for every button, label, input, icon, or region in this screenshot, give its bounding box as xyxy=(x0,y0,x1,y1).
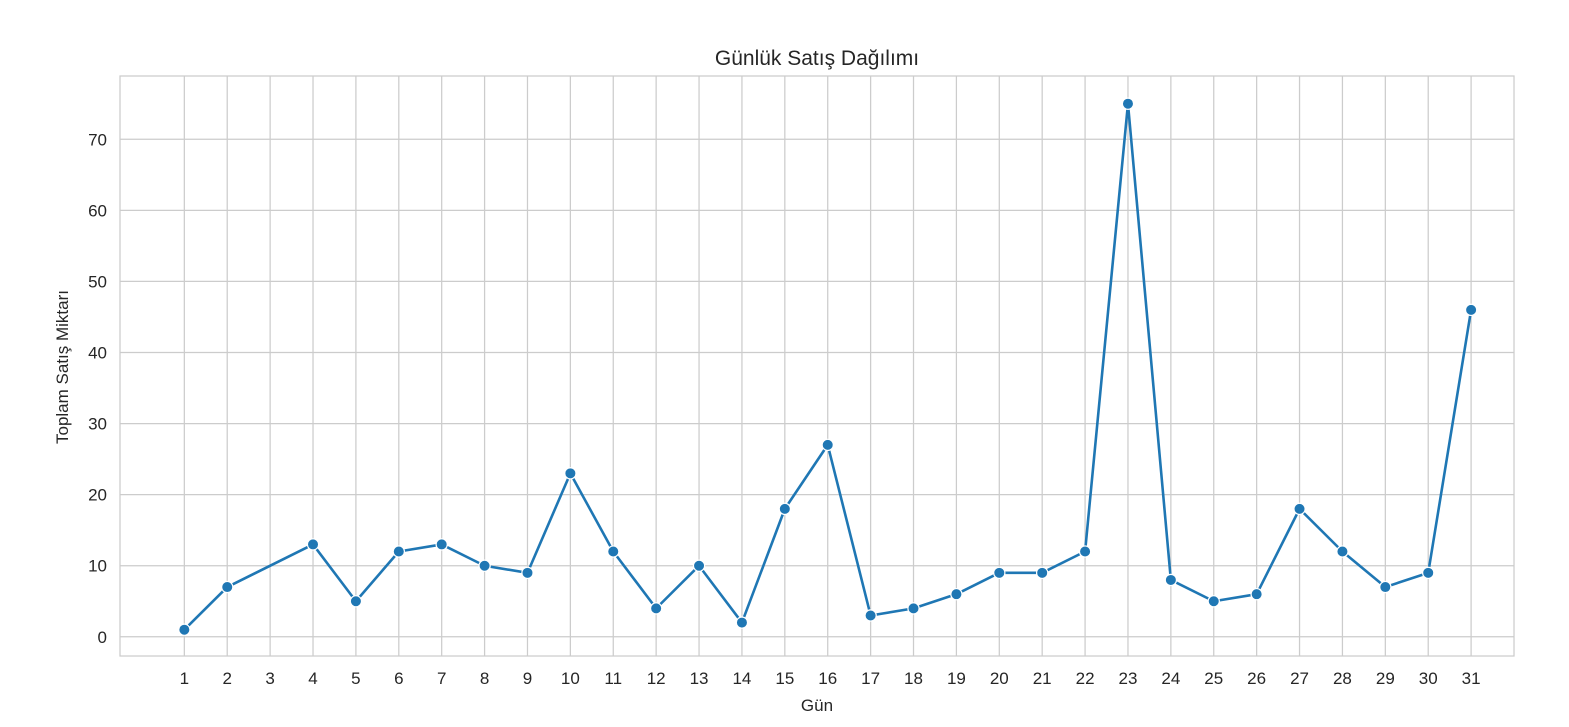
data-point xyxy=(1250,587,1263,601)
x-tick-label: 27 xyxy=(1290,669,1309,688)
x-tick-label: 13 xyxy=(690,669,709,688)
data-point xyxy=(1035,566,1049,580)
x-tick-label: 25 xyxy=(1204,669,1223,688)
x-tick-label: 16 xyxy=(818,669,837,688)
plot-area-frame xyxy=(119,75,1515,657)
x-tick-label: 21 xyxy=(1033,669,1052,688)
data-point xyxy=(435,538,448,551)
x-tick-label: 11 xyxy=(604,669,622,688)
data-point xyxy=(864,609,877,622)
data-point xyxy=(1293,502,1306,516)
x-tick-label: 7 xyxy=(437,669,446,688)
x-tick-label: 15 xyxy=(775,669,794,688)
x-tick-label: 30 xyxy=(1419,669,1438,688)
x-tick-label: 2 xyxy=(222,669,231,688)
data-point xyxy=(392,545,405,558)
y-tick-label: 0 xyxy=(98,628,107,647)
grid xyxy=(120,76,1514,656)
data-point xyxy=(1121,97,1135,110)
data-point xyxy=(778,502,792,516)
x-tick-label: 5 xyxy=(351,669,360,688)
data-point xyxy=(821,438,834,452)
x-tick-label: 3 xyxy=(265,669,274,688)
x-axis-label: Gün xyxy=(801,696,833,715)
x-axis-ticks: 1 2 3 4 5 6 7 8 9 10 11 12 13 14 15 16 17 18 19 20 21 22 23 24 2… xyxy=(180,669,1481,688)
x-tick-label: 29 xyxy=(1376,669,1395,688)
x-tick-label: 19 xyxy=(947,669,966,688)
x-tick-label: 14 xyxy=(732,669,751,688)
x-tick-label: 24 xyxy=(1161,669,1180,688)
x-tick-label: 22 xyxy=(1076,669,1095,688)
data-point xyxy=(1464,303,1478,317)
data-point xyxy=(1422,566,1435,580)
data-point xyxy=(993,566,1006,580)
data-point xyxy=(564,467,577,480)
data-point xyxy=(692,559,706,572)
data-point xyxy=(907,602,920,615)
y-tick-label: 20 xyxy=(88,486,107,505)
x-tick-label: 28 xyxy=(1333,669,1352,688)
data-point xyxy=(1207,595,1220,608)
data-point xyxy=(735,616,749,629)
x-tick-label: 17 xyxy=(861,669,880,688)
data-point xyxy=(1379,580,1392,594)
x-tick-label: 10 xyxy=(561,669,580,688)
y-tick-label: 40 xyxy=(88,343,107,362)
y-tick-label: 30 xyxy=(88,415,107,434)
x-tick-label: 18 xyxy=(904,669,923,688)
x-tick-label: 20 xyxy=(990,669,1009,688)
x-tick-label: 1 xyxy=(180,669,189,688)
data-point xyxy=(349,595,363,608)
data-point xyxy=(478,559,491,572)
series-line xyxy=(183,102,1473,632)
x-tick-label: 12 xyxy=(647,669,666,688)
y-axis-ticks: 0 10 20 30 40 50 60 70 xyxy=(88,130,107,647)
series-layer xyxy=(178,97,1478,636)
data-point xyxy=(178,623,191,636)
x-tick-label: 4 xyxy=(308,669,317,688)
y-tick-label: 50 xyxy=(88,272,107,291)
x-tick-label: 9 xyxy=(523,669,532,688)
y-tick-label: 10 xyxy=(88,557,107,576)
x-tick-label: 8 xyxy=(480,669,489,688)
chart-title: Günlük Satış Dağılımı xyxy=(715,47,919,70)
x-tick-label: 31 xyxy=(1462,669,1481,688)
y-tick-label: 70 xyxy=(88,130,107,149)
y-axis-label: Toplam Satış Miktarı xyxy=(53,290,72,444)
x-tick-label: 6 xyxy=(394,669,403,688)
data-point xyxy=(950,587,963,601)
y-tick-label: 60 xyxy=(88,201,107,220)
data-point xyxy=(607,545,620,558)
x-tick-label: 26 xyxy=(1247,669,1266,688)
data-point xyxy=(306,538,320,551)
x-tick-label: 23 xyxy=(1119,669,1138,688)
data-point xyxy=(649,602,663,615)
data-point xyxy=(221,580,234,594)
data-point xyxy=(521,566,534,580)
data-point xyxy=(1164,573,1178,587)
data-point xyxy=(1078,545,1092,558)
data-point xyxy=(1336,545,1349,558)
